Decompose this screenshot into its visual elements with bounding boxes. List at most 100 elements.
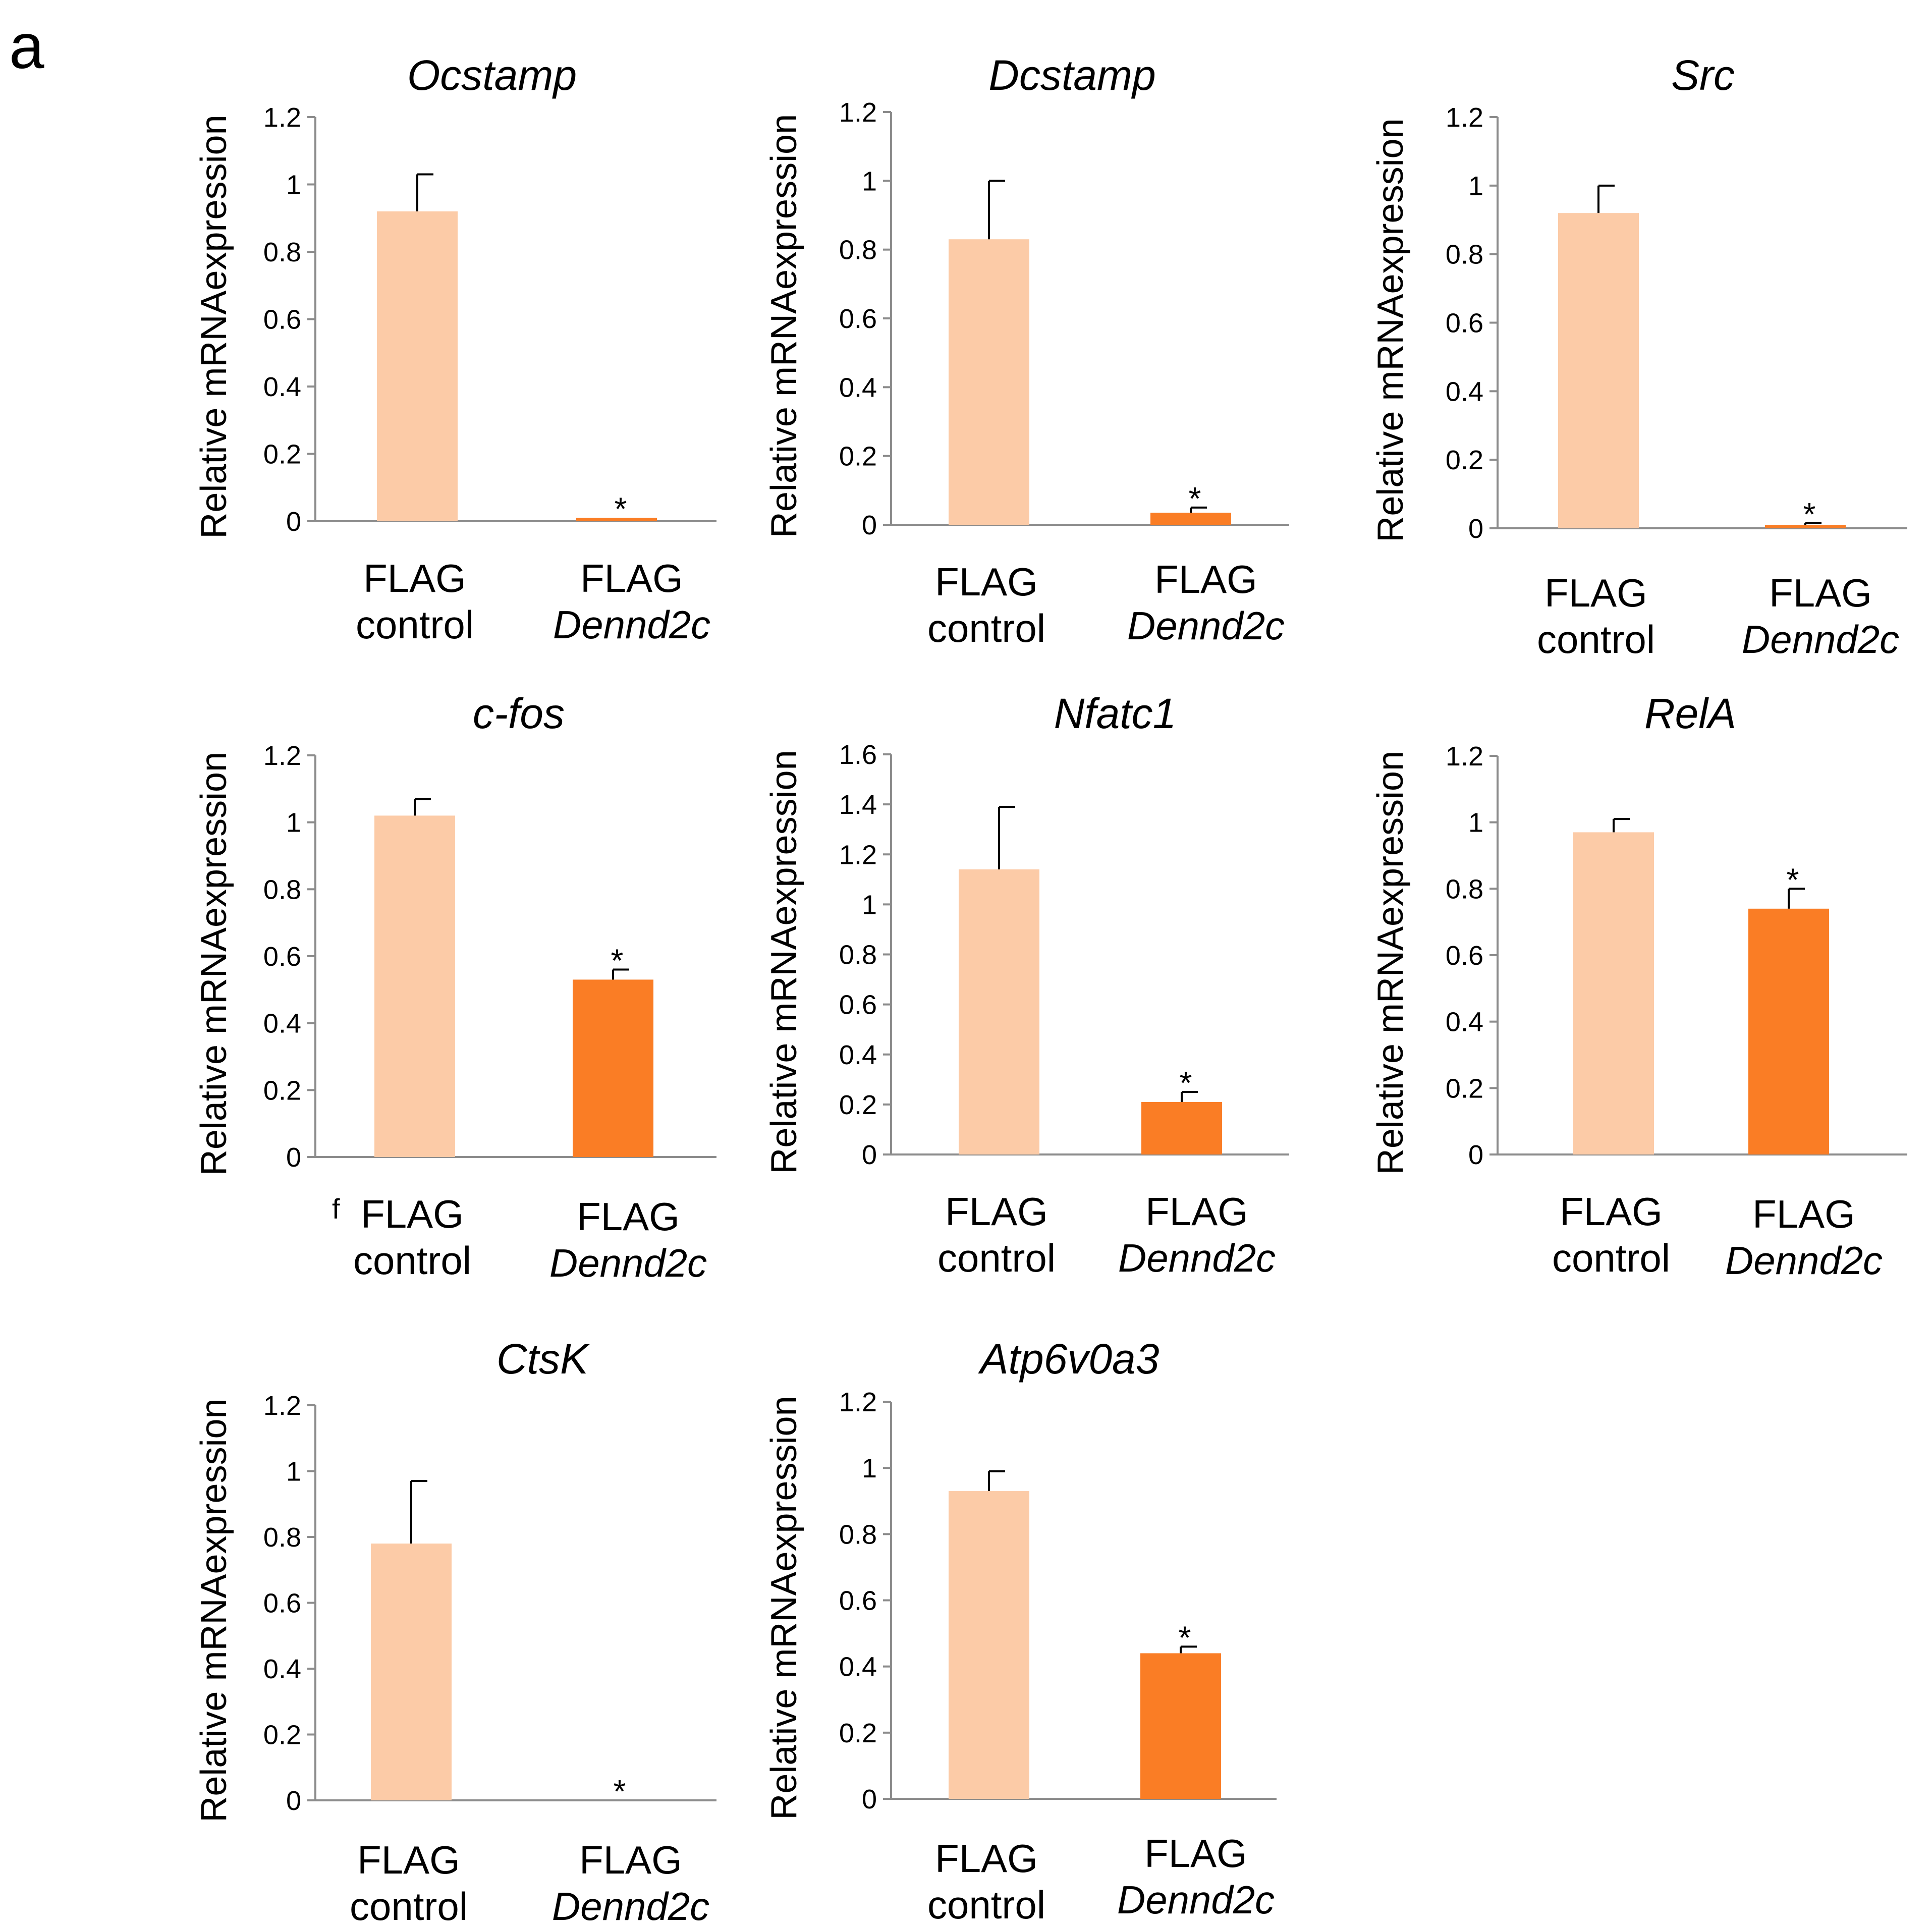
chart-dcstamp: Dcstamp Relative mRNAexpression 0 0.2 0.4 0.6…: [764, 51, 1289, 650]
y-tick-label: 0.8: [839, 1519, 877, 1550]
chart-title: Ocstamp: [407, 51, 577, 99]
category-label-line2: Dennd2c: [1117, 1878, 1275, 1922]
significance-mark: *: [614, 1773, 626, 1809]
bar-dennd2c: [576, 518, 657, 521]
bar-control: [1573, 832, 1654, 1154]
y-tick-label: 1.2: [263, 102, 301, 133]
category-label-line1: FLAG: [1769, 571, 1872, 615]
y-tick-label: 0.2: [839, 1090, 877, 1120]
category-label-line1: FLAG: [935, 1836, 1038, 1881]
category-label-line2: control: [937, 1236, 1056, 1280]
y-tick-label: 0.6: [263, 942, 301, 972]
y-tick-label: 0.4: [839, 372, 877, 403]
significance-mark: *: [1803, 496, 1816, 532]
y-tick-label: 0.6: [263, 305, 301, 335]
y-tick-label: 1.2: [839, 1387, 877, 1417]
y-tick-label: 0.6: [839, 304, 877, 334]
significance-mark: *: [615, 490, 627, 527]
category-label-line2: Dennd2c: [1742, 617, 1899, 662]
chart-title: Src: [1671, 51, 1735, 99]
y-tick-label: 0.2: [263, 439, 301, 470]
y-tick-label: 0.8: [263, 237, 301, 267]
y-tick-label: 0.2: [839, 442, 877, 472]
y-tick-label: 0: [286, 1786, 301, 1816]
y-axis-label: Relative mRNAexpression: [1370, 118, 1411, 542]
y-tick-label: 1.4: [839, 790, 877, 820]
y-tick-label: 1: [862, 1453, 877, 1483]
significance-mark: *: [1189, 480, 1201, 517]
category-label-line1: FLAG: [1154, 557, 1257, 601]
bar-dennd2c: [1765, 525, 1846, 528]
y-tick-label: 1.2: [1446, 741, 1483, 772]
category-label-line1: FLAG: [579, 1838, 682, 1882]
y-tick-label: 0.2: [1446, 1073, 1483, 1104]
category-label-line1: FLAG: [1145, 1189, 1248, 1234]
y-tick-label: 1: [286, 808, 301, 838]
y-tick-label: 1.2: [839, 840, 877, 870]
y-tick-label: 0: [862, 1784, 877, 1814]
chart-nfatc1: Nfatc1 Relative mRNAexpression 0 0.2 0.4 0.6 0…: [764, 690, 1289, 1280]
significance-mark: *: [611, 943, 624, 979]
y-tick-label: 0: [1468, 1140, 1483, 1170]
y-tick-label: 1: [862, 166, 877, 196]
y-tick-label: 0.8: [1446, 874, 1483, 904]
y-tick-label: 0: [1468, 514, 1483, 544]
category-label-line2: Dennd2c: [1725, 1238, 1883, 1283]
category-label-line1: FLAG: [363, 556, 466, 600]
y-tick-label: 0: [286, 507, 301, 537]
y-tick-label: 0.8: [1446, 240, 1483, 270]
chart-title: Atp6v0a3: [978, 1335, 1160, 1383]
y-tick-label: 1: [286, 1457, 301, 1487]
y-tick-label: 0.8: [839, 235, 877, 265]
y-tick-label: 0: [862, 510, 877, 540]
category-label-line1: FLAG: [361, 1192, 464, 1236]
bar-dennd2c: [1140, 1653, 1221, 1799]
chart-title: c-fos: [473, 690, 565, 737]
y-tick-label: 1.2: [839, 97, 877, 128]
y-tick-label: 1: [1468, 171, 1483, 201]
y-axis-label: Relative mRNAexpression: [764, 114, 804, 538]
chart-ctsk: CtsK Relative mRNAexpression 0 0.2 0.4 0.6 0.8…: [194, 1335, 716, 1926]
y-tick-label: 0.8: [263, 874, 301, 905]
category-label-line1: FLAG: [1144, 1831, 1247, 1876]
chart-atp6v0a3: Atp6v0a3 Relative mRNAexpression 0 0.2 0.4 0.…: [764, 1335, 1277, 1926]
y-tick-label: 1.2: [263, 741, 301, 771]
category-label-line2: Dennd2c: [1127, 603, 1285, 648]
category-label-line1: FLAG: [1544, 571, 1647, 615]
bar-control: [1558, 213, 1639, 529]
panel-label: a: [9, 12, 44, 82]
y-tick-label: 0.6: [1446, 941, 1483, 971]
chart-rela: RelA Relative mRNAexpression 0 0.2 0.4 0.6 0.8…: [1370, 690, 1907, 1283]
chart-ocstamp: Ocstamp Relative mRNAexpression 0 0.2 0.4 0.6…: [194, 51, 716, 647]
bar-control: [377, 211, 458, 521]
y-tick-label: 0.2: [1446, 445, 1483, 475]
chart-title: RelA: [1644, 690, 1736, 737]
bar-control: [959, 869, 1039, 1154]
y-tick-label: 0.8: [839, 940, 877, 970]
y-axis-label: Relative mRNAexpression: [194, 115, 234, 538]
y-tick-label: 1: [286, 170, 301, 200]
y-tick-label: 0.4: [839, 1040, 877, 1070]
category-label-line2: control: [927, 1883, 1045, 1926]
y-tick-label: 1: [862, 890, 877, 920]
bar-dennd2c: [1150, 513, 1231, 525]
y-tick-label: 0.4: [263, 1654, 301, 1684]
y-tick-label: 0.2: [263, 1720, 301, 1750]
bar-control: [374, 815, 455, 1157]
category-label-line2: control: [356, 602, 474, 647]
category-label-line1: FLAG: [1560, 1189, 1663, 1234]
y-tick-label: 0.2: [839, 1718, 877, 1748]
y-axis-label: Relative mRNAexpression: [194, 1398, 234, 1822]
chart-title: CtsK: [496, 1335, 590, 1383]
y-tick-label: 0.4: [839, 1652, 877, 1682]
chart-title: Nfatc1: [1054, 690, 1177, 737]
category-label-line1: FLAG: [577, 1194, 680, 1239]
bar-control: [371, 1544, 452, 1800]
y-tick-label: 0.4: [1446, 376, 1483, 407]
chart-title: Dcstamp: [988, 51, 1155, 99]
category-label-line2: Dennd2c: [553, 602, 710, 647]
y-tick-label: 0.6: [1446, 308, 1483, 339]
y-tick-label: 0.4: [263, 372, 301, 402]
category-label-line1: FLAG: [945, 1189, 1048, 1234]
